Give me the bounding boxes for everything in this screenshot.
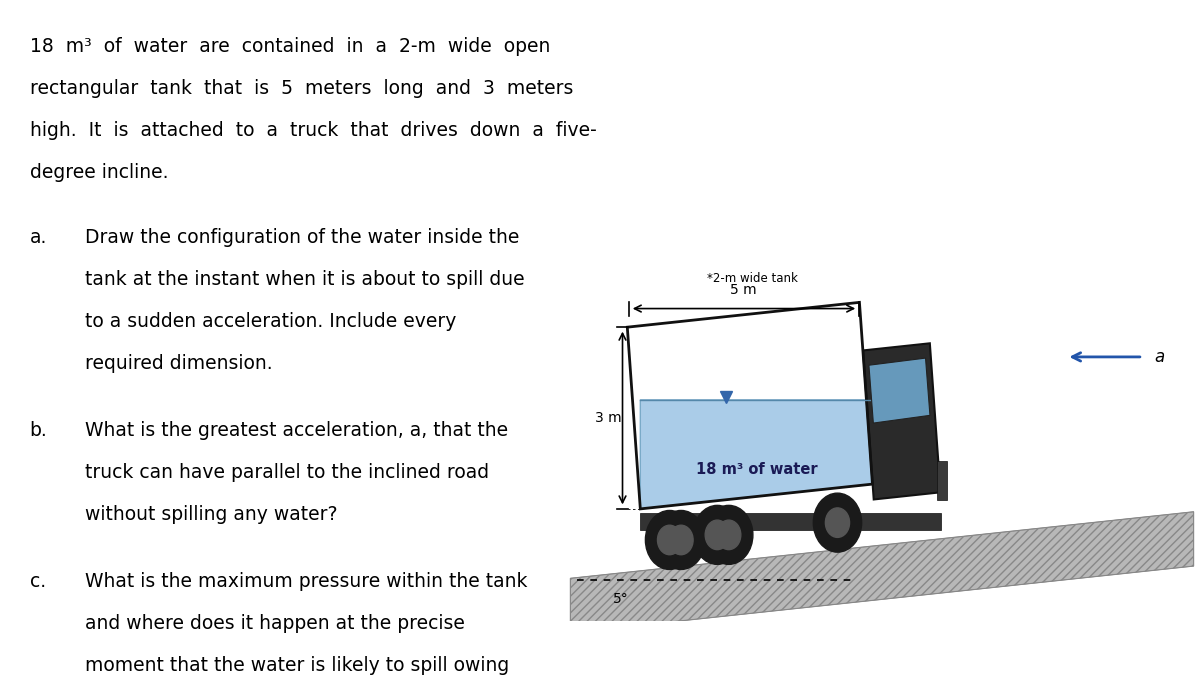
Text: 18 m³ of water: 18 m³ of water: [696, 462, 817, 477]
Text: degree incline.: degree incline.: [30, 163, 168, 182]
Polygon shape: [863, 344, 941, 500]
Circle shape: [658, 525, 682, 555]
Text: rectangular  tank  that  is  5  meters  long  and  3  meters: rectangular tank that is 5 meters long a…: [30, 79, 574, 98]
Circle shape: [814, 493, 862, 552]
Text: a.: a.: [30, 228, 47, 247]
Circle shape: [706, 520, 730, 549]
Circle shape: [668, 525, 694, 555]
Circle shape: [704, 506, 752, 564]
Text: 3 m: 3 m: [595, 411, 622, 425]
Text: high.  It  is  attached  to  a  truck  that  drives  down  a  five-: high. It is attached to a truck that dri…: [30, 121, 596, 140]
Text: *2-m wide tank: *2-m wide tank: [708, 272, 798, 286]
Text: without spilling any water?: without spilling any water?: [85, 505, 337, 524]
Text: 5 m: 5 m: [730, 283, 757, 297]
Text: 18  m³  of  water  are  contained  in  a  2-m  wide  open: 18 m³ of water are contained in a 2-m wi…: [30, 37, 550, 56]
FancyBboxPatch shape: [641, 513, 941, 530]
Circle shape: [694, 506, 742, 564]
Polygon shape: [570, 512, 1194, 632]
Polygon shape: [869, 358, 930, 423]
Circle shape: [716, 520, 740, 549]
Text: required dimension.: required dimension.: [85, 354, 272, 373]
Text: Draw the configuration of the water inside the: Draw the configuration of the water insi…: [85, 228, 520, 247]
Polygon shape: [641, 400, 872, 509]
Text: to a sudden acceleration. Include every: to a sudden acceleration. Include every: [85, 312, 456, 331]
Text: truck can have parallel to the inclined road: truck can have parallel to the inclined …: [85, 463, 490, 482]
Bar: [937, 461, 947, 500]
Text: What is the maximum pressure within the tank: What is the maximum pressure within the …: [85, 572, 528, 591]
Text: 5°: 5°: [613, 592, 629, 606]
Text: and where does it happen at the precise: and where does it happen at the precise: [85, 614, 464, 633]
Circle shape: [826, 508, 850, 537]
Circle shape: [656, 510, 706, 570]
Text: c.: c.: [30, 572, 46, 591]
Text: a: a: [1154, 348, 1164, 366]
Circle shape: [646, 510, 694, 570]
Text: b.: b.: [30, 421, 47, 440]
Text: tank at the instant when it is about to spill due: tank at the instant when it is about to …: [85, 270, 524, 289]
Text: moment that the water is likely to spill owing: moment that the water is likely to spill…: [85, 656, 509, 675]
Text: What is the greatest acceleration, a, that the: What is the greatest acceleration, a, th…: [85, 421, 508, 440]
